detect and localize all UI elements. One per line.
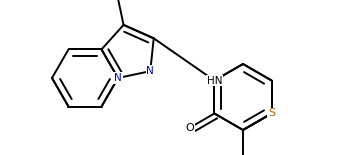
Text: O: O [185, 123, 193, 133]
Text: S: S [268, 108, 275, 119]
Text: HN: HN [207, 75, 222, 86]
Text: N: N [146, 66, 154, 76]
Text: N: N [114, 73, 122, 83]
